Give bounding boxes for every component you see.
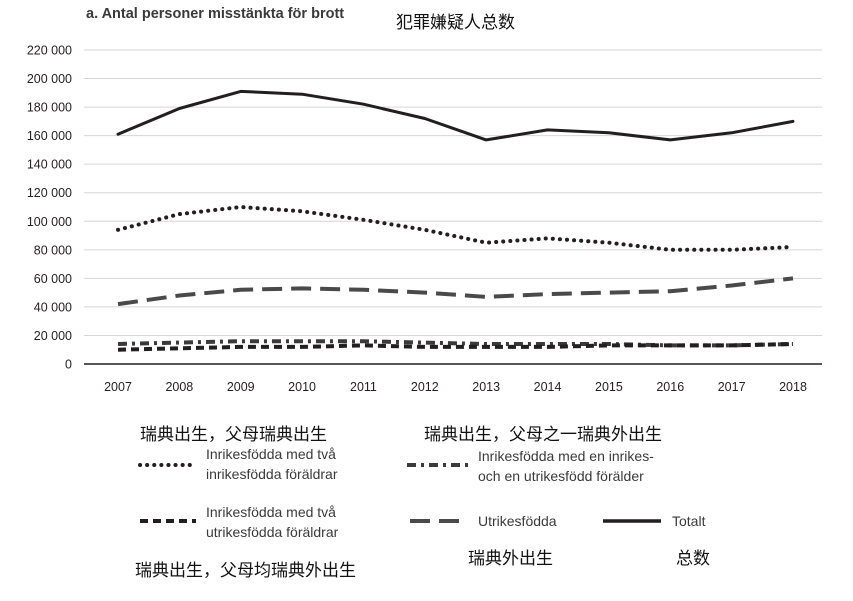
- legend-label-solid: Totalt: [672, 513, 706, 529]
- legend-label-dashdot: Inrikesfödda med en inrikes- och en utri…: [478, 446, 654, 486]
- y-tick-label-1: 20 000: [34, 329, 72, 343]
- y-tick-label-5: 100 000: [27, 215, 72, 229]
- x-tick-label-2013: 2013: [472, 380, 500, 394]
- x-tick-label-2012: 2012: [411, 380, 439, 394]
- series-layer: [116, 89, 795, 352]
- x-tick-labels: 2007 2008 2009 2010 2011 2012 2013 2014 2015 2016…: [104, 380, 807, 394]
- legend-cn-dashdot: 瑞典出生，父母之一瑞典外出生: [424, 425, 662, 445]
- legend-label-dashdot-line1: Inrikesfödda med en inrikes-: [478, 448, 654, 464]
- x-tick-label-2007: 2007: [104, 380, 132, 394]
- legend-label-dotted-line1: Inrikesfödda med två: [206, 446, 336, 462]
- legend-swatch-dashdot: [407, 463, 468, 467]
- y-tick-labels: 0 20 000 40 000 60 000 80 000 100 000 120 000 1…: [27, 44, 72, 372]
- y-tick-label-10: 200 000: [27, 72, 72, 86]
- legend-label-dash-line1: Inrikesfödda med två: [206, 504, 336, 520]
- legend-label-dashdot-line2: och en utrikesfödd förälder: [478, 468, 644, 484]
- legend-cn-longdash: 瑞典外出生: [468, 549, 553, 569]
- y-tick-label-6: 120 000: [27, 186, 72, 200]
- y-tick-label-0: 0: [65, 358, 72, 372]
- legend-label-dotted-line2: inrikesfödda föräldrar: [206, 466, 338, 482]
- y-tick-label-3: 60 000: [34, 272, 72, 286]
- legend-cn-dash: 瑞典出生，父母均瑞典外出生: [135, 561, 356, 581]
- legend-swatch-dash: [140, 519, 196, 523]
- y-tick-label-7: 140 000: [27, 158, 72, 172]
- legend-swatch-solid: [603, 519, 661, 523]
- x-tick-label-2016: 2016: [656, 380, 684, 394]
- legend-cn-solid: 总数: [676, 549, 710, 569]
- legend-label-dotted: Inrikesfödda med två inrikesfödda föräld…: [206, 444, 338, 484]
- chart-title-cn: 犯罪嫌疑人总数: [396, 13, 515, 33]
- grid-layer: [84, 49, 822, 365]
- x-tick-label-2010: 2010: [288, 380, 316, 394]
- y-tick-label-9: 180 000: [27, 101, 72, 115]
- chart-title: a. Antal personer misstänkta för brott: [86, 6, 345, 22]
- legend-label-dash: Inrikesfödda med två utrikesfödda föräld…: [206, 502, 338, 542]
- y-tick-label-8: 160 000: [27, 129, 72, 143]
- y-tick-label-4: 80 000: [34, 243, 72, 257]
- x-tick-label-2014: 2014: [534, 380, 562, 394]
- series-line-dashdot: [117, 339, 794, 348]
- x-tick-label-2018: 2018: [779, 380, 807, 394]
- legend-label-longdash: Utrikesfödda: [478, 513, 557, 529]
- x-tick-label-2008: 2008: [165, 380, 193, 394]
- series-line-longdash: [117, 276, 794, 307]
- series-line-dash: [117, 342, 794, 352]
- legend-label-dash-line2: utrikesfödda föräldrar: [206, 524, 339, 540]
- series-line-dotted: [116, 205, 795, 252]
- x-tick-label-2015: 2015: [595, 380, 623, 394]
- legend-swatch-dotted: [138, 463, 198, 467]
- x-tick-label-2009: 2009: [227, 380, 255, 394]
- y-tick-label-2: 40 000: [34, 300, 72, 314]
- legend-swatch-longdash: [410, 519, 468, 523]
- y-tick-label-11: 220 000: [27, 44, 72, 58]
- line-chart: 0 20 000 40 000 60 000 80 000 100 000 120 000 1…: [27, 44, 822, 394]
- series-line-solid: [116, 89, 795, 142]
- x-tick-label-2017: 2017: [718, 380, 746, 394]
- x-tick-label-2011: 2011: [350, 380, 377, 394]
- legend-cn-dotted: 瑞典出生，父母瑞典出生: [140, 425, 327, 445]
